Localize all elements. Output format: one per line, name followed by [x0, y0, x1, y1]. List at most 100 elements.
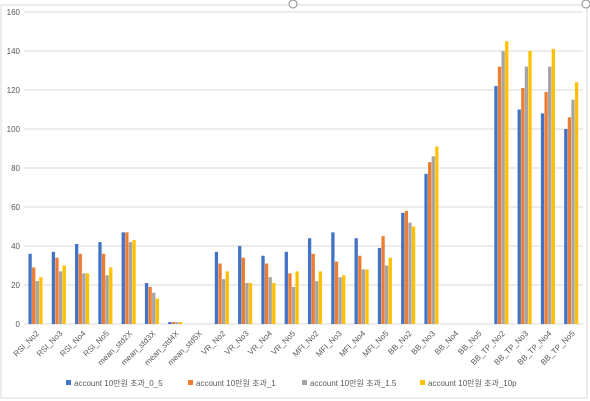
bar-mean_std2X-series-1[interactable] [125, 232, 129, 324]
bar-VR_No4-series-0[interactable] [261, 255, 265, 324]
bar-mean_std2X-series-2[interactable] [128, 242, 133, 324]
bar-RSI_No5-series-3[interactable] [109, 267, 113, 324]
bar-BB_TP_No5-series-3[interactable] [574, 82, 579, 324]
bar-VR_No2-series-1[interactable] [218, 263, 222, 324]
legend-swatch [66, 380, 71, 385]
bar-BB_No2-series-3[interactable] [411, 226, 416, 325]
bar-VR_No5-series-1[interactable] [288, 273, 292, 324]
bar-BB_No3-series-0[interactable] [424, 173, 428, 324]
legend-entry-label: account 10만원 초과_1.5 [310, 379, 397, 388]
bar-VR_No2-series-2[interactable] [221, 279, 226, 324]
bar-MFI_No5-series-1[interactable] [381, 236, 385, 324]
y-tick-label: 40 [11, 242, 20, 251]
bar-BB_TP_No2-series-1[interactable] [497, 66, 502, 324]
bar-BB_TP_No3-series-0[interactable] [517, 109, 521, 325]
bar-VR_No3-series-3[interactable] [248, 283, 253, 324]
bar-MFI_No5-series-2[interactable] [385, 265, 389, 325]
bar-mean_std2X-series-3[interactable] [132, 240, 136, 324]
resize-handle-top-right[interactable] [581, 0, 590, 9]
bar-BB_No3-series-2[interactable] [431, 156, 435, 324]
bar-VR_No5-series-3[interactable] [295, 271, 299, 324]
bar-BB_TP_No2-series-2[interactable] [501, 51, 505, 324]
bar-MFI_No2-series-2[interactable] [315, 281, 319, 324]
bar-mean_std3X-series-1[interactable] [148, 286, 152, 324]
bar-MFI_No4-series-0[interactable] [354, 238, 358, 324]
bar-RSI_No3-series-0[interactable] [51, 251, 56, 324]
bar-MFI_No3-series-0[interactable] [331, 232, 335, 324]
bar-RSI_No2-series-3[interactable] [39, 277, 43, 324]
bar-VR_No3-series-1[interactable] [241, 257, 245, 324]
y-tick-label: 20 [11, 281, 20, 290]
bar-VR_No2-series-0[interactable] [214, 251, 219, 324]
bar-MFI_No4-series-1[interactable] [358, 255, 362, 324]
bar-MFI_No2-series-0[interactable] [307, 238, 312, 324]
bar-MFI_No5-series-3[interactable] [388, 257, 392, 324]
bar-RSI_No4-series-2[interactable] [82, 273, 86, 324]
y-axis-tick-labels: 0 20 40 60 80 100 120 140 160 [7, 8, 21, 329]
bar-MFI_No2-series-1[interactable] [311, 253, 315, 324]
y-tick-label: 140 [7, 47, 21, 56]
bar-VR_No5-series-2[interactable] [291, 286, 296, 324]
bar-mean_std3X-series-3[interactable] [155, 298, 160, 324]
bar-BB_TP_No4-series-3[interactable] [551, 49, 555, 325]
bar-MFI_No3-series-3[interactable] [342, 275, 346, 324]
bar-BB_No2-series-0[interactable] [401, 212, 405, 324]
bar-RSI_No2-series-0[interactable] [28, 253, 32, 324]
bar-VR_No4-series-3[interactable] [272, 283, 276, 324]
bar-BB_TP_No3-series-3[interactable] [528, 51, 532, 324]
bar-RSI_No3-series-1[interactable] [55, 257, 59, 324]
bar-BB_TP_No4-series-1[interactable] [544, 91, 548, 324]
bar-RSI_No4-series-1[interactable] [78, 253, 82, 324]
bar-BB_TP_No2-series-3[interactable] [505, 41, 509, 324]
bar-VR_No2-series-3[interactable] [225, 271, 229, 324]
bar-BB_TP_No4-series-2[interactable] [548, 66, 552, 324]
bar-VR_No4-series-1[interactable] [264, 263, 269, 324]
bar-BB_No2-series-1[interactable] [404, 210, 409, 324]
bar-VR_No5-series-0[interactable] [284, 251, 288, 324]
bar-BB_TP_No5-series-0[interactable] [564, 129, 568, 324]
bar-BB_No3-series-1[interactable] [428, 162, 432, 324]
bar-RSI_No5-series-0[interactable] [98, 242, 102, 324]
bar-BB_TP_No5-series-2[interactable] [571, 99, 575, 324]
bar-MFI_No4-series-3[interactable] [365, 269, 369, 324]
bar-BB_TP_No2-series-0[interactable] [494, 86, 498, 324]
legend-swatch [302, 380, 307, 385]
y-tick-label: 0 [16, 320, 21, 329]
bar-mean_std4X-series-0[interactable] [168, 322, 172, 324]
bar-VR_No3-series-0[interactable] [238, 246, 242, 324]
bar-RSI_No3-series-2[interactable] [58, 271, 63, 324]
bar-BB_TP_No4-series-0[interactable] [540, 113, 545, 325]
bar-BB_No2-series-2[interactable] [408, 222, 412, 324]
legend-swatch [420, 380, 425, 385]
bar-RSI_No4-series-3[interactable] [85, 273, 90, 324]
bar-RSI_No3-series-3[interactable] [62, 265, 66, 325]
bar-mean_std3X-series-2[interactable] [152, 292, 156, 324]
bar-BB_TP_No3-series-2[interactable] [524, 66, 529, 324]
bar-mean_std2X-series-0[interactable] [121, 232, 125, 324]
bar-BB_TP_No5-series-1[interactable] [567, 117, 572, 324]
bar-RSI_No2-series-2[interactable] [35, 281, 39, 324]
bar-RSI_No4-series-0[interactable] [75, 244, 79, 324]
bar-BB_No3-series-3[interactable] [435, 146, 439, 324]
y-tick-label: 80 [11, 164, 20, 173]
bar-RSI_No5-series-2[interactable] [105, 275, 109, 324]
bar-RSI_No2-series-1[interactable] [32, 267, 36, 324]
bar-RSI_No5-series-1[interactable] [101, 253, 106, 324]
bar-mean_std4X-series-1[interactable] [171, 322, 176, 324]
bar-MFI_No4-series-2[interactable] [361, 269, 366, 324]
resize-handle-top[interactable] [288, 0, 298, 9]
bar-BB_TP_No3-series-1[interactable] [521, 88, 525, 324]
bar-mean_std4X-series-3[interactable] [178, 322, 183, 324]
bar-VR_No3-series-2[interactable] [245, 283, 249, 324]
bar-mean_std4X-series-2[interactable] [175, 322, 179, 324]
bar-VR_No4-series-2[interactable] [268, 277, 272, 324]
bar-MFI_No2-series-3[interactable] [318, 271, 323, 324]
legend-entry-label: account 10만원 초과_10p [428, 379, 517, 388]
bar-MFI_No5-series-0[interactable] [377, 247, 382, 324]
bar-MFI_No3-series-1[interactable] [334, 261, 339, 324]
bar-mean_std3X-series-0[interactable] [144, 283, 149, 324]
bar-MFI_No3-series-2[interactable] [338, 277, 342, 324]
chart-border [0, 4, 588, 399]
